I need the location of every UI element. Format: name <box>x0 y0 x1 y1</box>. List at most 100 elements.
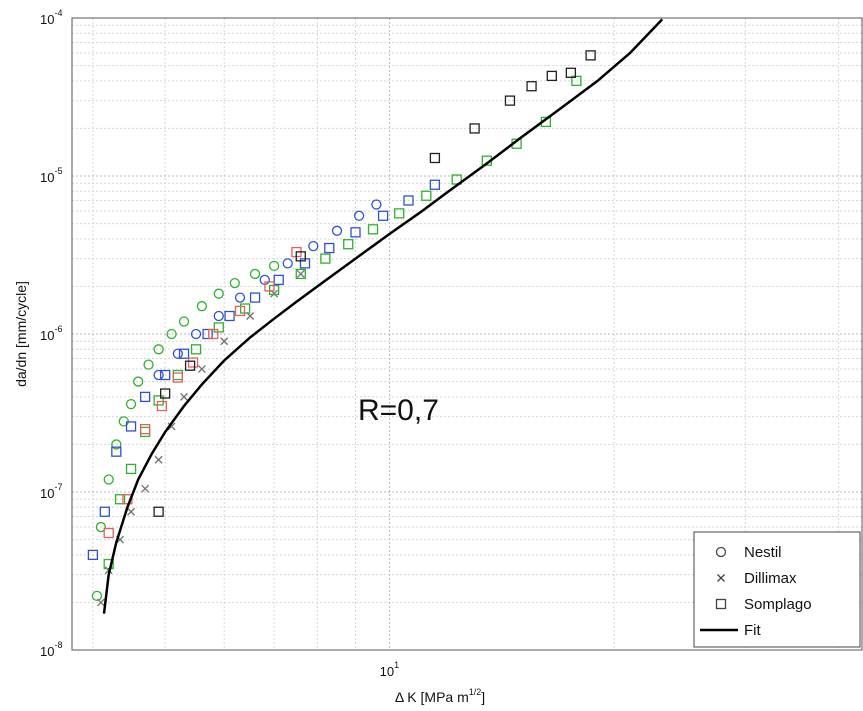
somplago-square-marker <box>178 348 190 359</box>
dillimax-x-marker <box>167 422 176 431</box>
x-tick-base: 10 <box>380 664 394 679</box>
somplago-square-marker <box>103 527 114 539</box>
legend-entry: Fit <box>700 622 761 639</box>
somplago-square-marker <box>87 549 99 561</box>
somplago-square-marker <box>377 210 389 221</box>
dillimax-x-marker <box>246 312 255 320</box>
somplago-square-marker <box>403 195 414 206</box>
somplago-square-marker <box>172 372 184 383</box>
y-tick-label: 10-6 <box>40 324 62 343</box>
somplago-square-marker <box>103 558 114 570</box>
somplago-square-marker <box>187 357 199 368</box>
somplago-square-marker <box>139 423 151 435</box>
somplago-square-marker <box>504 95 516 106</box>
x-tick-exponent: 1 <box>394 660 399 670</box>
somplago-square-marker <box>546 70 557 82</box>
nestil-circle-marker <box>133 376 144 387</box>
somplago-square-marker <box>153 395 164 406</box>
nestil-circle-marker <box>190 328 202 340</box>
axes-frame <box>71 17 863 651</box>
somplago-square-marker <box>111 446 122 457</box>
y-tick-base: 10 <box>40 170 54 185</box>
data-markers <box>87 50 596 607</box>
legend-entry: Nestil <box>715 544 782 561</box>
y-tick-exponent: -4 <box>54 8 62 18</box>
nestil-circle-marker <box>213 288 224 299</box>
somplago-square-marker <box>99 506 110 517</box>
somplago-square-marker <box>156 400 168 412</box>
somplago-square-marker <box>184 360 196 371</box>
x-tick-label: 101 <box>380 660 399 679</box>
nestil-circle-marker <box>153 344 164 355</box>
somplago-square-marker <box>153 506 164 517</box>
nestil-circle-marker <box>331 225 343 236</box>
nestil-circle-marker <box>143 359 154 370</box>
somplago-square-marker <box>571 75 582 87</box>
nestil-circle-marker <box>172 348 184 359</box>
nestil-circle-marker <box>353 210 365 221</box>
legend-square-swatch <box>715 598 727 610</box>
dillimax-x-marker <box>96 598 105 607</box>
somplago-square-marker <box>421 190 432 201</box>
somplago-square-marker <box>160 369 171 381</box>
fit-line <box>102 18 664 614</box>
x-axis-label-main: Δ K [MPa m <box>395 689 469 705</box>
y-tick-exponent: -5 <box>54 166 62 176</box>
somplago-square-marker <box>249 292 261 303</box>
somplago-square-marker <box>394 208 405 219</box>
major-grid <box>72 18 862 651</box>
legend-label: Somplago <box>744 596 812 613</box>
x-axis-label-suffix: ] <box>481 689 485 705</box>
somplago-square-marker <box>429 152 441 164</box>
somplago-square-marker <box>139 426 151 438</box>
nestil-circle-marker <box>95 521 107 533</box>
y-tick-base: 10 <box>40 486 54 501</box>
legend-label: Dillimax <box>744 570 797 587</box>
nestil-circle-marker <box>234 292 246 303</box>
somplago-square-marker <box>469 123 480 134</box>
somplago-square-marker <box>273 274 284 286</box>
y-axis-label: da/dn [mm/cycle] <box>13 281 29 387</box>
nestil-circle-marker <box>111 439 122 450</box>
legend-label: Nestil <box>744 544 782 561</box>
dillimax-x-marker <box>154 455 163 464</box>
somplago-square-marker <box>190 344 202 355</box>
y-tick-label: 10-8 <box>40 640 62 659</box>
legend-label: Fit <box>744 622 761 639</box>
legend-entry: Dillimax <box>717 570 797 587</box>
nestil-circle-marker <box>229 277 240 289</box>
r-ratio-annotation: R=0,7 <box>358 394 439 427</box>
nestil-circle-marker <box>268 260 280 271</box>
legend-box <box>693 531 861 648</box>
dillimax-x-marker <box>220 337 229 346</box>
somplago-square-marker <box>172 369 184 381</box>
legend-circle-swatch <box>715 546 727 558</box>
somplago-square-marker <box>295 251 306 262</box>
dillimax-x-marker <box>296 269 305 278</box>
nestil-circle-marker <box>153 369 164 381</box>
somplago-square-marker <box>585 50 596 61</box>
somplago-square-marker <box>114 494 126 505</box>
x-axis-label-exponent: 1/2 <box>469 687 482 697</box>
somplago-square-marker <box>122 494 133 505</box>
y-tick-label: 10-4 <box>40 8 62 27</box>
nestil-circle-marker <box>249 268 261 280</box>
y-tick-label: 10-5 <box>40 166 62 185</box>
nestil-circle-marker <box>308 240 319 252</box>
y-tick-exponent: -7 <box>54 482 62 492</box>
somplago-square-marker <box>125 463 137 475</box>
somplago-square-marker <box>125 421 137 432</box>
somplago-square-marker <box>324 242 335 254</box>
somplago-square-marker <box>264 281 275 292</box>
dillimax-x-marker <box>127 507 136 516</box>
dillimax-x-marker <box>197 365 206 374</box>
somplago-square-marker <box>343 239 354 250</box>
somplago-square-marker <box>367 224 379 235</box>
nestil-circle-marker <box>166 328 177 340</box>
nestil-circle-marker <box>178 316 190 327</box>
y-tick-exponent: -6 <box>54 324 62 334</box>
somplago-square-marker <box>526 81 537 92</box>
nestil-circle-marker <box>282 258 293 269</box>
somplago-square-marker <box>565 67 577 78</box>
